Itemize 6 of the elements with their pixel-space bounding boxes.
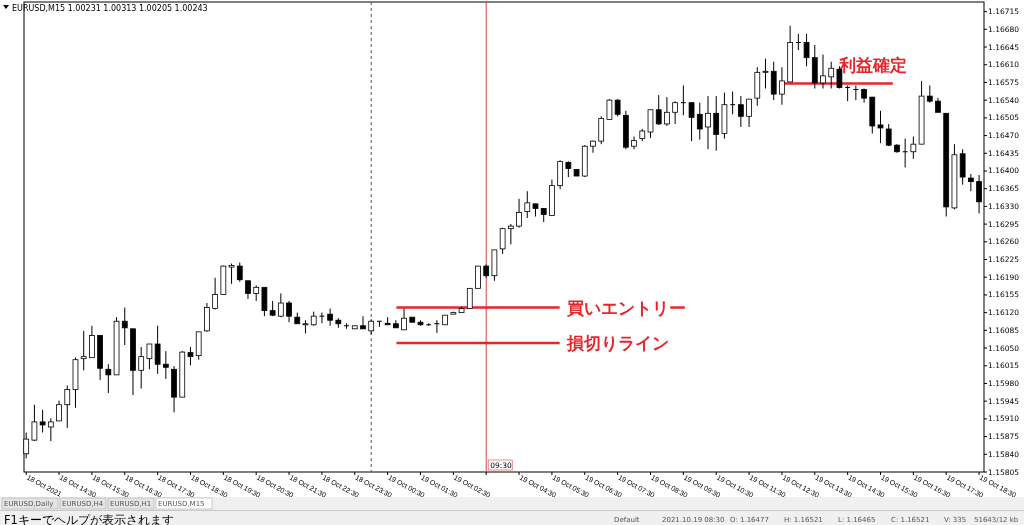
ref-line-label: 買いエントリー [565, 297, 686, 318]
ref-line-label: 損切りライン [565, 332, 669, 353]
ref-line-label: 利益確定 [837, 55, 907, 76]
ref-line: 利益確定 [784, 55, 907, 85]
title: EURUSD,M15 1.00231 1.00313 1.00205 1.00243 [3, 4, 208, 13]
status: F1キーでヘルプが表示されます [4, 512, 174, 525]
